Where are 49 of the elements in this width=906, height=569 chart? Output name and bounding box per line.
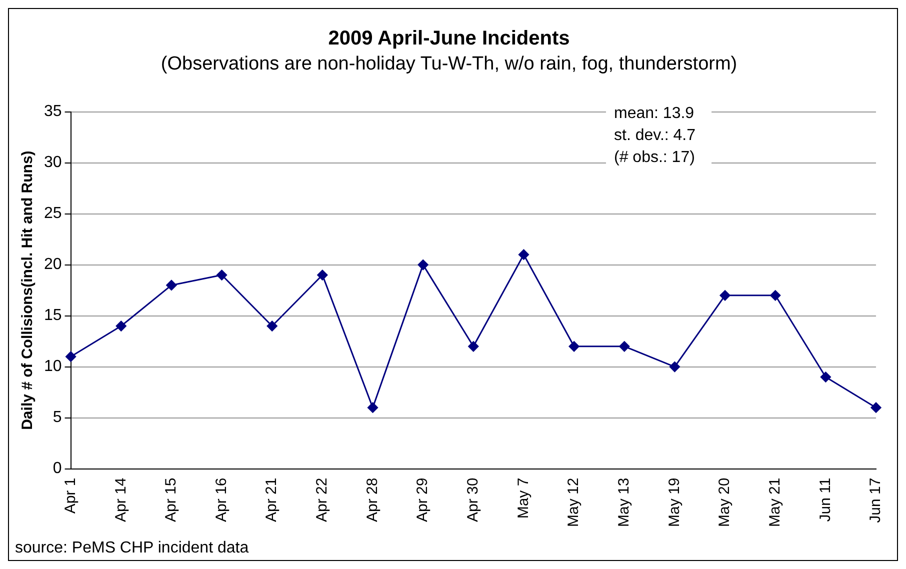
point — [368, 402, 378, 413]
point — [216, 270, 228, 280]
x-tick-label: Jun 11 — [816, 478, 834, 522]
x-tick-label: Apr 22 — [314, 478, 331, 522]
x-tick-label: May 20 — [716, 478, 734, 528]
source-note: source: PeMS CHP incident data — [15, 539, 249, 556]
y-tick-label: 15 — [44, 307, 62, 324]
x-tick-label: Apr 14 — [112, 478, 130, 522]
point — [770, 290, 781, 301]
y-tick-label: 30 — [44, 154, 62, 172]
point — [166, 280, 177, 290]
x-tick-label: Apr 15 — [162, 478, 180, 522]
x-tick-label: Apr 29 — [414, 478, 432, 522]
y-tick-label: 10 — [44, 358, 62, 376]
point — [870, 402, 882, 413]
x-tick-label: Apr 30 — [464, 478, 482, 522]
point — [116, 320, 126, 332]
chart-title: 2009 April-June Incidents — [328, 28, 570, 50]
point — [568, 341, 580, 352]
annotation: mean: 13.9 — [614, 105, 694, 122]
point — [720, 290, 730, 301]
x-tick-label: Apr 28 — [364, 478, 381, 522]
x-tick-label: Apr 16 — [212, 478, 230, 522]
x-tick-label: May 21 — [766, 478, 784, 528]
point — [468, 341, 479, 352]
y-tick-label: 5 — [52, 409, 62, 426]
x-tick-label: May 13 — [616, 478, 633, 528]
point — [266, 320, 278, 332]
x-tick-label: Jun 17 — [867, 478, 884, 523]
annotation: (# obs.: 17) — [614, 149, 695, 166]
x-tick-label: May 12 — [565, 478, 582, 528]
y-tick-label: 25 — [44, 205, 62, 222]
x-tick-label: May 19 — [666, 478, 683, 528]
chart-subtitle: (Observations are non-holiday Tu-W-Th, w/o rain, fog, thunderstorm) — [160, 54, 738, 75]
x-tick-label: May 7 — [514, 478, 532, 519]
point — [518, 249, 529, 260]
y-axis-title: Daily # of Collisions(incl. Hit and Runs) — [19, 150, 36, 430]
point — [619, 341, 630, 352]
point — [66, 351, 76, 362]
point — [820, 372, 831, 382]
y-tick-label: 20 — [44, 256, 62, 274]
y-tick-label: 35 — [44, 103, 62, 120]
y-tick-label: 0 — [52, 460, 62, 478]
x-tick-label: Apr 21 — [263, 478, 280, 522]
point — [418, 260, 428, 270]
annotation: st. dev.: 4.7 — [614, 127, 696, 144]
x-tick-label: Apr 1 — [62, 478, 79, 514]
point — [669, 362, 680, 372]
point — [317, 270, 328, 280]
